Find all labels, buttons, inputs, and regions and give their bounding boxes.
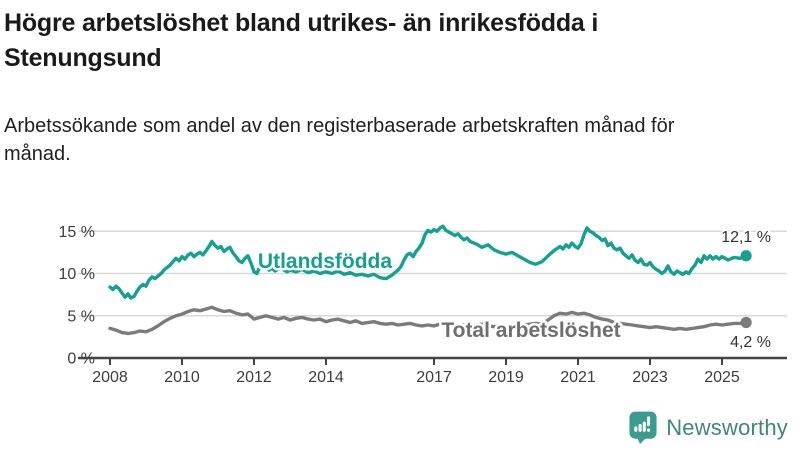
series-line-total-arbetsl-shet xyxy=(108,305,748,336)
x-tick-label: 2010 xyxy=(164,369,200,386)
x-tick-label: 2014 xyxy=(308,369,344,386)
x-tick-label: 2019 xyxy=(488,369,524,386)
series-line-utlandsf-dda xyxy=(108,224,748,300)
x-tick-label: 2023 xyxy=(632,369,668,386)
x-tick-label: 2017 xyxy=(416,369,452,386)
x-tick-label: 2025 xyxy=(704,369,740,386)
y-tick-label: 10 % xyxy=(59,266,95,283)
y-tick-label: 5 % xyxy=(67,308,95,325)
newsworthy-logo: Newsworthy xyxy=(628,411,788,444)
newsworthy-wordmark: Newsworthy xyxy=(666,414,788,440)
series-end-dot-utlandsf-dda xyxy=(740,250,752,262)
end-value-label-utlandsf-dda: 12,1 % xyxy=(721,229,771,246)
series-end-dot-total-arbetsl-shet xyxy=(740,316,752,329)
y-tick-label: 15 % xyxy=(59,224,95,241)
x-tick-label: 2012 xyxy=(236,369,272,386)
chart-subtitle: Arbetssökande som andel av den registerb… xyxy=(4,115,675,165)
end-value-label-total-arbetsl-shet: 4,2 % xyxy=(730,334,771,351)
x-tick-label: 2021 xyxy=(560,369,596,386)
series-label-total-arbetsl-shet: Total arbetslöshet xyxy=(441,319,620,342)
x-tick-label: 2008 xyxy=(92,369,128,386)
page-title: Högre arbetslöshet bland utrikes- än inr… xyxy=(4,9,599,72)
series-label-utlandsf-dda: Utlandsfödda xyxy=(258,250,392,273)
newsworthy-icon xyxy=(629,411,657,444)
